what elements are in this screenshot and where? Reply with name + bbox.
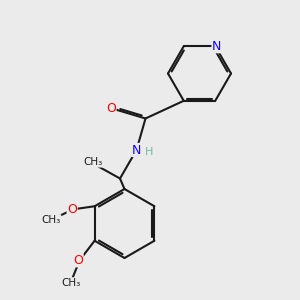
Text: CH₃: CH₃ [83, 157, 103, 167]
Text: O: O [73, 254, 83, 267]
Text: O: O [67, 203, 77, 216]
Text: CH₃: CH₃ [61, 278, 80, 288]
Text: O: O [106, 101, 116, 115]
Text: N: N [132, 143, 141, 157]
Text: H: H [145, 147, 153, 158]
Text: CH₃: CH₃ [41, 215, 61, 225]
Text: N: N [212, 40, 221, 53]
